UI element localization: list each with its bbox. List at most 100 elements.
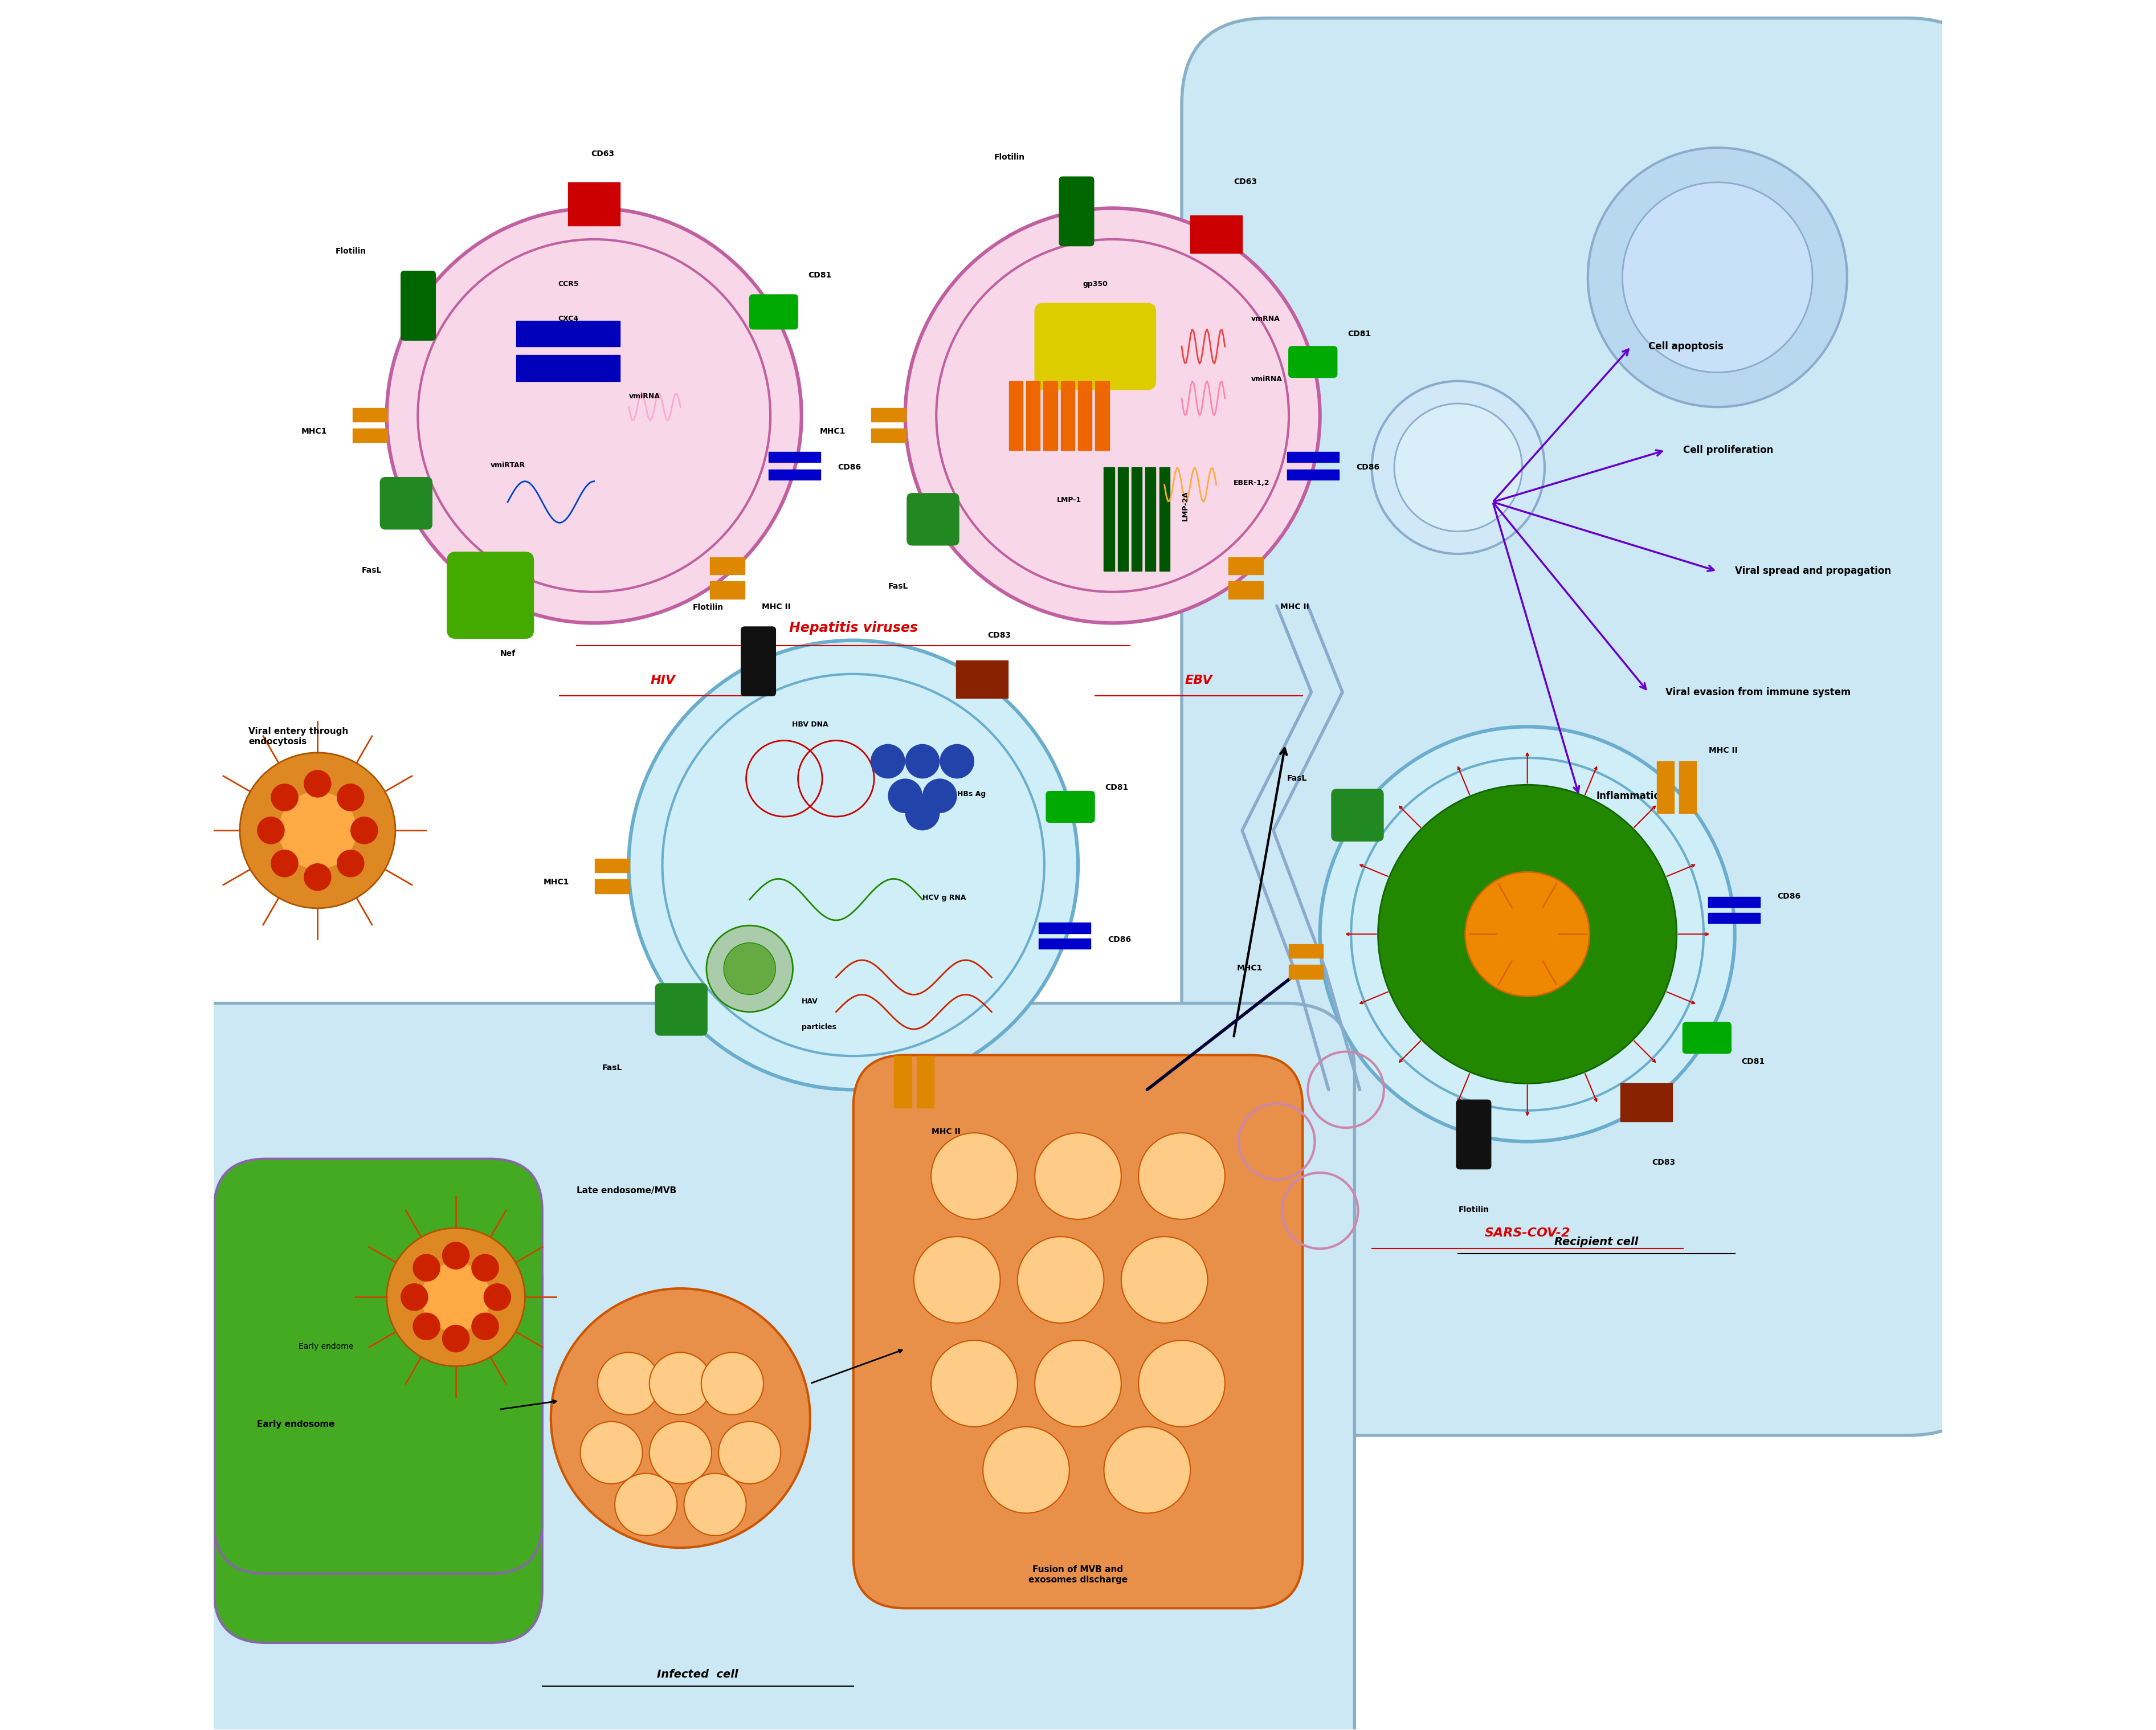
Text: EBER-1,2: EBER-1,2: [1233, 479, 1270, 486]
Text: CD83: CD83: [987, 631, 1011, 640]
Bar: [1009, 381, 1022, 450]
Circle shape: [1623, 182, 1813, 372]
Bar: [1190, 215, 1242, 253]
Circle shape: [914, 1237, 1000, 1323]
FancyBboxPatch shape: [750, 294, 798, 329]
Circle shape: [1121, 1237, 1207, 1323]
FancyArrowPatch shape: [1585, 1074, 1598, 1102]
Bar: [1044, 381, 1056, 450]
Bar: [1656, 761, 1673, 813]
FancyArrowPatch shape: [1360, 865, 1388, 877]
FancyArrowPatch shape: [1634, 1041, 1656, 1062]
Circle shape: [707, 926, 793, 1012]
FancyArrowPatch shape: [1677, 932, 1708, 936]
Circle shape: [724, 943, 776, 995]
FancyArrowPatch shape: [1399, 1041, 1421, 1062]
FancyBboxPatch shape: [213, 1228, 543, 1643]
FancyArrowPatch shape: [1457, 1074, 1470, 1102]
Circle shape: [386, 1228, 524, 1367]
FancyBboxPatch shape: [144, 1003, 1354, 1730]
Bar: [709, 557, 744, 574]
Circle shape: [1587, 147, 1848, 407]
FancyArrowPatch shape: [1399, 806, 1421, 827]
Circle shape: [386, 208, 802, 623]
FancyBboxPatch shape: [401, 272, 436, 341]
Text: vmiRNA: vmiRNA: [1250, 375, 1283, 382]
Text: Nef: Nef: [500, 649, 515, 657]
Bar: [1229, 581, 1263, 599]
Circle shape: [906, 796, 940, 830]
Circle shape: [336, 784, 364, 811]
Text: HBs Ag: HBs Ag: [957, 791, 985, 798]
Text: Early endosome: Early endosome: [257, 1420, 334, 1429]
Circle shape: [1138, 1133, 1225, 1220]
Bar: [957, 661, 1009, 699]
Text: MHC1: MHC1: [1238, 964, 1263, 972]
Circle shape: [336, 849, 364, 877]
Bar: [1287, 452, 1339, 462]
Circle shape: [272, 784, 298, 811]
Circle shape: [1104, 1427, 1190, 1514]
Text: Cell proliferation: Cell proliferation: [1684, 445, 1772, 455]
FancyBboxPatch shape: [655, 983, 707, 1035]
FancyBboxPatch shape: [446, 552, 533, 638]
Text: CD81: CD81: [1104, 784, 1128, 791]
FancyBboxPatch shape: [854, 1055, 1302, 1609]
FancyArrowPatch shape: [1345, 932, 1376, 936]
Text: EBV: EBV: [1186, 675, 1214, 685]
Text: MHC II: MHC II: [1708, 747, 1738, 754]
Circle shape: [683, 1474, 746, 1536]
Text: Early endome: Early endome: [300, 1342, 354, 1351]
Text: Viral entery through
endocytosis: Viral entery through endocytosis: [248, 727, 349, 746]
Text: Infected  cell: Infected cell: [658, 1669, 737, 1680]
Circle shape: [401, 1284, 429, 1311]
Circle shape: [649, 1422, 711, 1484]
Bar: [1289, 945, 1324, 958]
Bar: [1621, 1083, 1673, 1121]
Text: Inflammation: Inflammation: [1595, 791, 1667, 801]
Text: LMP-1: LMP-1: [1056, 497, 1082, 503]
Bar: [768, 469, 819, 479]
Text: CD63: CD63: [1233, 178, 1257, 185]
Circle shape: [718, 1422, 780, 1484]
FancyBboxPatch shape: [1046, 791, 1095, 822]
Circle shape: [420, 1263, 489, 1332]
Circle shape: [304, 770, 332, 798]
Text: HIV: HIV: [651, 675, 675, 685]
FancyBboxPatch shape: [1035, 303, 1156, 389]
Text: CD81: CD81: [1742, 1057, 1766, 1066]
Circle shape: [1319, 727, 1736, 1142]
Circle shape: [923, 778, 957, 813]
Bar: [354, 429, 388, 443]
Text: particles: particles: [802, 1024, 837, 1031]
Circle shape: [1378, 785, 1677, 1083]
Circle shape: [906, 744, 940, 778]
Circle shape: [552, 1289, 811, 1548]
Bar: [1132, 467, 1143, 571]
Circle shape: [614, 1474, 677, 1536]
Circle shape: [1138, 1341, 1225, 1427]
FancyBboxPatch shape: [379, 477, 431, 529]
Text: HBV DNA: HBV DNA: [791, 721, 828, 728]
Text: CD63: CD63: [591, 151, 614, 157]
FancyBboxPatch shape: [1289, 346, 1337, 377]
Circle shape: [1035, 1341, 1121, 1427]
Bar: [569, 182, 621, 225]
Circle shape: [630, 640, 1078, 1090]
Text: CD81: CD81: [1348, 330, 1371, 337]
Bar: [1104, 467, 1115, 571]
Circle shape: [304, 863, 332, 891]
Text: Viral spread and propagation: Viral spread and propagation: [1736, 566, 1891, 576]
Text: MHC1: MHC1: [302, 427, 328, 436]
Text: FasL: FasL: [362, 566, 382, 574]
Circle shape: [931, 1341, 1018, 1427]
Text: MHC1: MHC1: [819, 427, 845, 436]
Circle shape: [580, 1422, 642, 1484]
FancyBboxPatch shape: [1332, 789, 1384, 841]
FancyBboxPatch shape: [1682, 1022, 1731, 1054]
Circle shape: [272, 849, 298, 877]
Bar: [595, 879, 630, 893]
Bar: [1708, 898, 1759, 908]
Bar: [1145, 467, 1156, 571]
Circle shape: [412, 1254, 440, 1282]
